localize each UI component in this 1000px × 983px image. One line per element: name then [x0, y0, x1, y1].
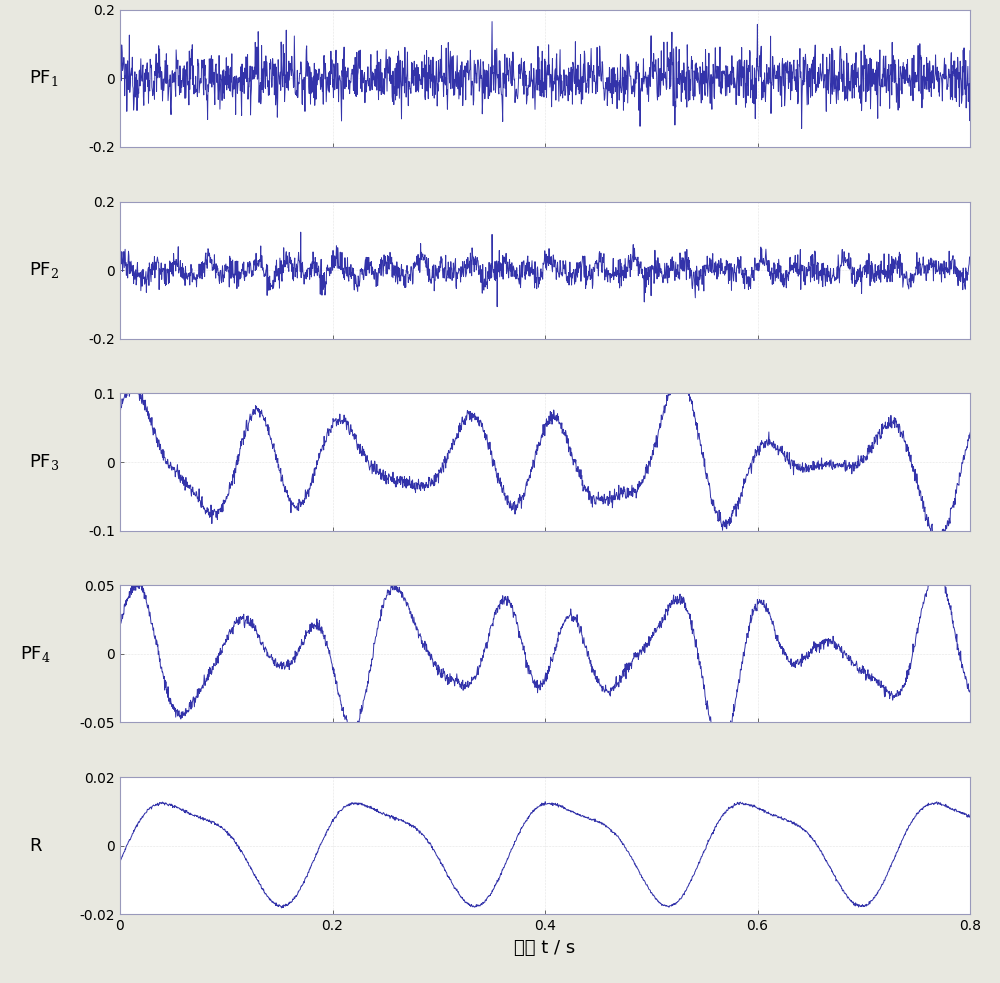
Y-axis label: PF$_{3}$: PF$_{3}$	[29, 452, 59, 472]
Y-axis label: PF$_{2}$: PF$_{2}$	[29, 260, 59, 280]
Y-axis label: PF$_{4}$: PF$_{4}$	[20, 644, 51, 664]
Y-axis label: R: R	[29, 837, 41, 854]
Y-axis label: PF$_{1}$: PF$_{1}$	[29, 69, 59, 88]
X-axis label: 时间 t / s: 时间 t / s	[514, 939, 576, 956]
